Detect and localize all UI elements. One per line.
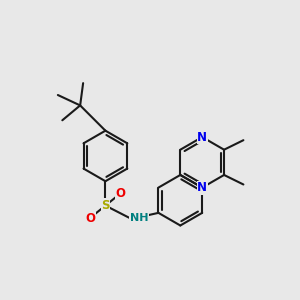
Text: N: N [197, 181, 207, 194]
Text: O: O [85, 212, 95, 225]
Text: S: S [101, 199, 110, 212]
Text: O: O [116, 187, 126, 200]
Text: NH: NH [130, 213, 148, 223]
Text: N: N [197, 130, 207, 144]
